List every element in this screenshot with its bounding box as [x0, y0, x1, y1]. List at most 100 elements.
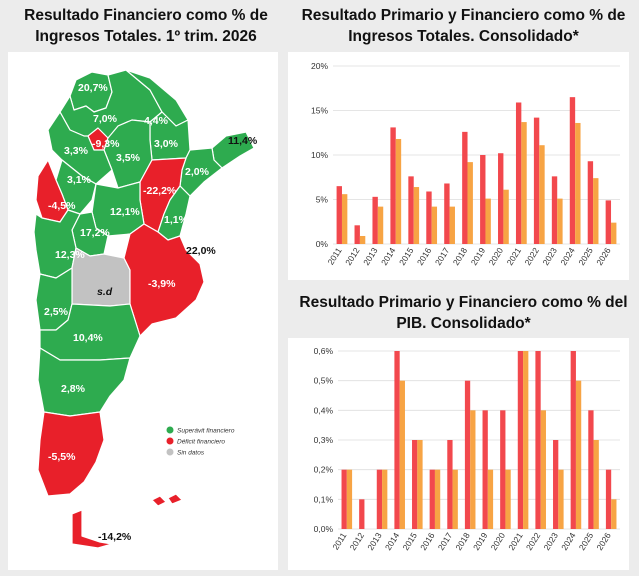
bar-series2-2026 — [611, 222, 617, 244]
x-tick-label: 2014 — [383, 531, 402, 553]
label-santiago: 3,5% — [116, 152, 141, 164]
y-tick-label: 0,2% — [314, 465, 334, 475]
chart2-title-line2: PIB. Consolidado* — [396, 315, 531, 332]
label-entrerios: 1,1% — [164, 214, 189, 226]
map-title: Resultado Financiero como % de Ingresos … — [0, 5, 292, 47]
label-tierradelfuego: -14,2% — [98, 531, 132, 543]
y-tick-label: 0,4% — [314, 405, 334, 415]
bar-series2-2022 — [540, 410, 546, 529]
map-title-line2: Ingresos Totales. 1º trim. 2026 — [35, 28, 257, 45]
bar-series2-2024 — [575, 122, 581, 244]
bar-series2-2015 — [417, 440, 423, 529]
bar-series1-2013 — [376, 469, 383, 529]
y-tick-label: 0,3% — [314, 435, 334, 445]
bar-series1-2022 — [533, 117, 540, 244]
bar-series1-2026 — [605, 469, 612, 529]
bar-series1-2023 — [551, 176, 558, 244]
y-tick-label: 5% — [316, 195, 329, 205]
bar-series2-2020 — [503, 189, 509, 244]
y-tick-label: 0,1% — [314, 494, 334, 504]
x-tick-label: 2012 — [343, 246, 362, 268]
x-tick-label: 2019 — [471, 531, 490, 553]
label-larioja: 3,1% — [67, 174, 92, 186]
x-tick-label: 2015 — [401, 531, 420, 553]
bar-series2-2012 — [359, 235, 366, 244]
bar-series1-2024 — [569, 97, 576, 245]
bar-series1-2018 — [464, 380, 471, 529]
bar-series2-2021 — [523, 351, 529, 529]
chart2-panel: 0,0% 0,1% 0,2% 0,3% 0,4% 0,5% 0,6% 2011 2012 2013… — [288, 338, 629, 570]
x-tick-label: 2026 — [594, 531, 613, 553]
x-tick-label: 2014 — [379, 246, 398, 268]
province-tierradelfuego — [71, 509, 113, 549]
x-tick-label: 2013 — [361, 246, 380, 268]
bar-series1-2011 — [336, 186, 342, 244]
provinces — [33, 69, 255, 549]
bar-series1-2013 — [372, 196, 378, 244]
chart2-title: Resultado Primario y Financiero como % d… — [288, 292, 639, 334]
bar-series2-2021 — [521, 122, 527, 244]
bar-series2-2016 — [434, 469, 441, 529]
chart1-title-line1: Resultado Primario y Financiero como % d… — [301, 7, 626, 24]
bar-series1-2014 — [390, 127, 396, 244]
legend-label-deficit: Déficit financiero — [177, 439, 225, 446]
bar-series2-2018 — [467, 162, 473, 244]
x-tick-label: 2016 — [415, 246, 434, 268]
bar-series1-2018 — [462, 131, 468, 244]
x-tick-label: 2018 — [453, 531, 472, 553]
x-tick-label: 2011 — [330, 531, 348, 552]
label-chubut: 2,8% — [61, 383, 86, 395]
bar-series1-2022 — [535, 351, 541, 529]
x-tick-label: 2024 — [558, 246, 577, 268]
label-mendoza: 12,3% — [55, 249, 85, 261]
bar-series2-2025 — [593, 178, 599, 244]
x-tick-label: 2021 — [506, 531, 525, 553]
bar-series2-2013 — [377, 206, 384, 244]
label-cordoba: 12,1% — [110, 206, 140, 218]
bar-series2-2014 — [395, 138, 402, 244]
bar-series2-2017 — [449, 206, 455, 244]
label-misiones: 11,4% — [228, 135, 258, 147]
map-panel: 20,7% 7,0% 4,4% 3,3% -9,3% 3,5% 3,0% 11,… — [8, 52, 278, 570]
label-caba: 22,0% — [186, 245, 216, 257]
x-tick-label: 2025 — [576, 246, 595, 268]
bar-series2-2018 — [470, 410, 476, 529]
label-formosa: 4,4% — [144, 115, 169, 127]
bar-series1-2020 — [500, 410, 506, 529]
bar-series1-2017 — [447, 440, 453, 529]
argentina-map: 20,7% 7,0% 4,4% 3,3% -9,3% 3,5% 3,0% 11,… — [33, 69, 258, 549]
x-tick-label: 2026 — [594, 246, 613, 268]
x-tick-label: 2017 — [433, 246, 452, 268]
legend-swatch-deficit — [166, 437, 174, 445]
province-malvinas — [151, 493, 183, 507]
x-tick-label: 2020 — [487, 246, 506, 268]
label-neuquen: 2,5% — [44, 306, 69, 318]
bar-series2-2023 — [557, 198, 563, 244]
bar-series2-2025 — [593, 440, 599, 529]
bar-series2-2016 — [431, 206, 438, 244]
label-santacruz: -5,5% — [48, 451, 76, 463]
label-santafe: -22,2% — [143, 185, 177, 197]
legend-swatch-sindatos — [166, 448, 174, 456]
province-catamarca — [47, 111, 113, 185]
label-catamarca: 3,3% — [64, 145, 89, 157]
bar-series2-2011 — [341, 194, 348, 244]
x-tick-label: 2021 — [505, 246, 524, 268]
chart1-panel: 0% 5% 10% 15% 20% 2011 2012 2013 2014 2015 2016 201… — [288, 52, 629, 280]
y-tick-label: 15% — [311, 106, 328, 116]
y-tick-label: 20% — [311, 61, 328, 71]
legend-label-superavit: Superávit financiero — [177, 428, 235, 435]
bar-series2-2013 — [382, 469, 388, 529]
x-tick-label: 2023 — [540, 246, 559, 268]
x-tick-label: 2013 — [365, 531, 384, 553]
y-tick-label: 0,6% — [314, 346, 334, 356]
bar-series2-2015 — [413, 187, 420, 244]
chart1-title-line2: Ingresos Totales. Consolidado* — [348, 28, 579, 45]
x-tick-label: 2011 — [325, 246, 343, 267]
bar-series2-2011 — [346, 469, 353, 529]
map-legend: Superávit financiero Déficit financiero … — [166, 426, 235, 457]
label-tucuman: -9,3% — [92, 138, 120, 150]
x-tick-label: 2023 — [542, 531, 561, 553]
bar-series1-2016 — [429, 469, 435, 529]
bar-series2-2024 — [575, 380, 582, 529]
